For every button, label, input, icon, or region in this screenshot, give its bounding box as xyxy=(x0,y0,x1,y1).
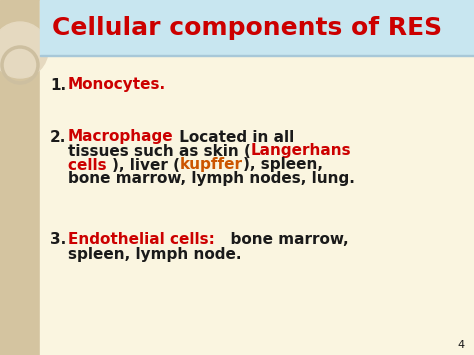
Text: Located in all: Located in all xyxy=(173,130,294,144)
Text: 1.: 1. xyxy=(50,77,66,93)
Text: Cellular components of RES: Cellular components of RES xyxy=(52,16,442,40)
Circle shape xyxy=(0,22,48,78)
Text: Macrophage: Macrophage xyxy=(68,130,173,144)
Text: kupffer: kupffer xyxy=(180,158,243,173)
Text: ), liver (: ), liver ( xyxy=(112,158,180,173)
Text: Endothelial cells:: Endothelial cells: xyxy=(68,233,220,247)
Bar xyxy=(40,55,474,56)
Text: bone marrow, lymph nodes, lung.: bone marrow, lymph nodes, lung. xyxy=(68,171,355,186)
Text: 2.: 2. xyxy=(50,130,66,144)
Bar xyxy=(0,0,40,355)
Text: cells: cells xyxy=(68,158,112,173)
Bar xyxy=(40,0,474,55)
Text: bone marrow,: bone marrow, xyxy=(220,233,349,247)
Text: 3.: 3. xyxy=(50,233,66,247)
Text: 4: 4 xyxy=(458,340,465,350)
Text: Langerhans: Langerhans xyxy=(251,143,352,158)
Text: Monocytes.: Monocytes. xyxy=(68,77,166,93)
Text: spleen, lymph node.: spleen, lymph node. xyxy=(68,246,241,262)
Text: ), spleen,: ), spleen, xyxy=(243,158,323,173)
Text: tissues such as skin (: tissues such as skin ( xyxy=(68,143,251,158)
